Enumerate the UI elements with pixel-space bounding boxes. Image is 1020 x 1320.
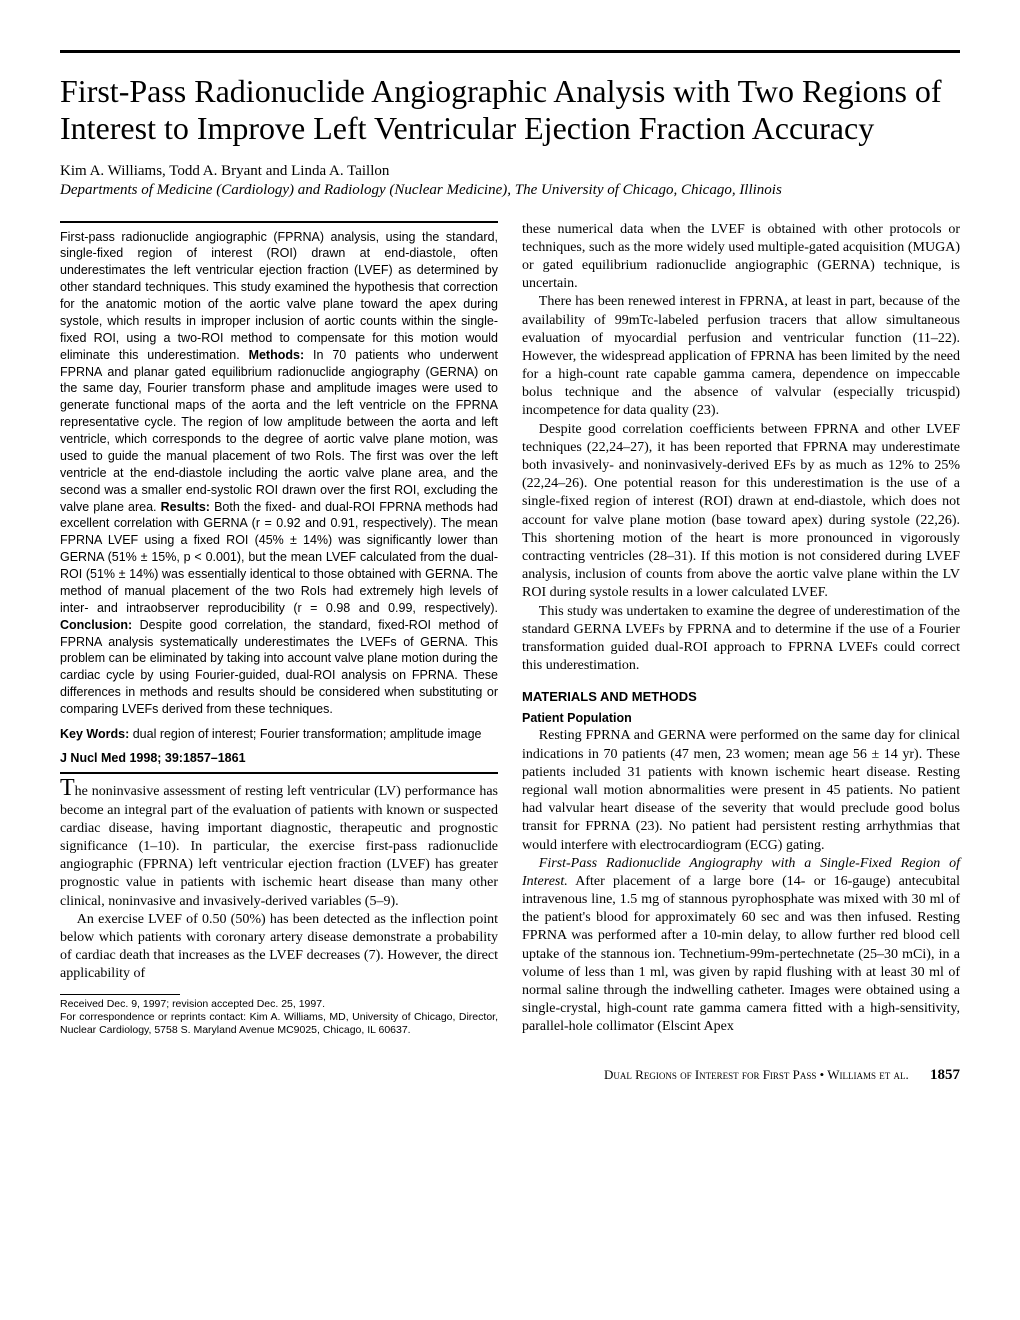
journal-citation: J Nucl Med 1998; 39:1857–1861 (60, 750, 498, 766)
abstract-results-label: Results: (161, 500, 210, 514)
footnote-received: Received Dec. 9, 1997; revision accepted… (60, 998, 498, 1011)
footnote-correspondence: For correspondence or reprints contact: … (60, 1011, 498, 1037)
abstract-methods: In 70 patients who underwent FPRNA and p… (60, 348, 498, 514)
abstract-methods-label: Methods: (249, 348, 305, 362)
article-title: First-Pass Radionuclide Angiographic Ana… (60, 73, 960, 147)
abstract-bottom-rule (60, 772, 498, 774)
intro-p5: Despite good correlation coefficients be… (522, 421, 960, 603)
affiliation-line: Departments of Medicine (Cardiology) and… (60, 182, 960, 199)
keywords-label: Key Words: (60, 727, 129, 741)
two-column-body: First-pass radionuclide angiographic (FP… (60, 221, 960, 1037)
intro-p3: these numerical data when the LVEF is ob… (522, 221, 960, 294)
patient-population-heading: Patient Population (522, 710, 960, 726)
patient-pop-p2-text: After placement of a large bore (14- or … (522, 874, 960, 1035)
keywords-text: dual region of interest; Fourier transfo… (129, 727, 481, 741)
abstract-conclusion-label: Conclusion: (60, 618, 132, 632)
top-horizontal-rule (60, 50, 960, 53)
page-footer: Dual Regions of Interest for First Pass … (60, 1067, 960, 1084)
footnote-rule (60, 994, 180, 995)
running-head: Dual Regions of Interest for First Pass … (604, 1067, 909, 1082)
dropcap: T (60, 775, 75, 801)
intro-p2: An exercise LVEF of 0.50 (50%) has been … (60, 911, 498, 984)
abstract-top-rule (60, 221, 498, 223)
abstract-block: First-pass radionuclide angiographic (FP… (60, 229, 498, 718)
materials-methods-heading: MATERIALS AND METHODS (522, 689, 960, 706)
intro-p1: The noninvasive assessment of resting le… (60, 776, 498, 910)
patient-pop-p2: First-Pass Radionuclide Angiography with… (522, 855, 960, 1037)
intro-p1-text: he noninvasive assessment of resting lef… (60, 784, 498, 908)
footnote-block: Received Dec. 9, 1997; revision accepted… (60, 998, 498, 1037)
page-number: 1857 (930, 1067, 960, 1083)
abstract-results: Both the fixed- and dual-ROI FPRNA metho… (60, 500, 498, 615)
intro-p4: There has been renewed interest in FPRNA… (522, 293, 960, 420)
intro-p6: This study was undertaken to examine the… (522, 603, 960, 676)
patient-pop-p1: Resting FPRNA and GERNA were performed o… (522, 727, 960, 854)
authors-line: Kim A. Williams, Todd A. Bryant and Lind… (60, 163, 960, 180)
keywords-line: Key Words: dual region of interest; Four… (60, 726, 498, 742)
abstract-conclusion: Despite good correlation, the standard, … (60, 618, 498, 716)
abstract-intro: First-pass radionuclide angiographic (FP… (60, 230, 498, 362)
